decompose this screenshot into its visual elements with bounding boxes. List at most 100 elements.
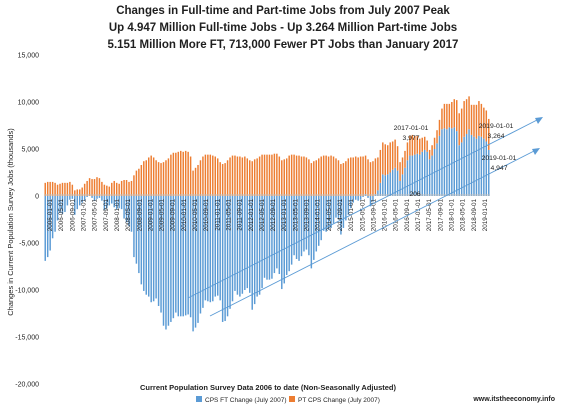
pt-bar [318, 158, 320, 196]
pt-bar [120, 180, 123, 196]
ft-bar [165, 196, 167, 330]
ft-bar [167, 196, 170, 326]
x-tick-label: 2014-05-01 [326, 199, 333, 232]
ft-bar [115, 196, 118, 210]
pt-bar [374, 158, 377, 195]
pt-bar [441, 108, 443, 130]
pt-bar [369, 162, 372, 196]
pt-bar [165, 160, 167, 196]
pt-bar [409, 135, 411, 156]
pt-bar [246, 158, 249, 196]
pt-bar [54, 182, 56, 196]
pt-bar [419, 138, 421, 155]
x-tick-label: 2008-09-01 [136, 199, 143, 232]
ft-bar [423, 149, 426, 196]
pt-bar [96, 177, 98, 196]
x-tick-label: 2012-01-01 [248, 199, 255, 232]
ft-bar [207, 196, 209, 302]
pt-bar [332, 156, 335, 196]
ft-bar [416, 153, 419, 196]
pt-bar [350, 157, 352, 196]
ft-bar [315, 196, 318, 252]
pt-bar [123, 180, 125, 196]
ft-bar [199, 196, 202, 314]
pt-bar [108, 186, 111, 196]
ft-bar [470, 134, 473, 196]
ft-bar [74, 196, 76, 215]
ft-bar [330, 196, 332, 228]
ft-bar [98, 196, 101, 198]
ft-bar [152, 196, 155, 302]
ft-bar [187, 196, 189, 315]
ft-bar [231, 196, 234, 302]
ft-bar [377, 190, 379, 196]
pt-bar [118, 183, 120, 196]
ft-bar [350, 196, 352, 209]
pt-bar [253, 159, 256, 196]
ft-bar [335, 196, 337, 218]
ft-bar [83, 196, 86, 201]
pt-bar [111, 182, 113, 196]
pt-bar [423, 136, 426, 150]
ft-bar [305, 196, 308, 250]
pt-bar [115, 182, 118, 196]
ft-bar [150, 196, 152, 303]
pt-bar [244, 156, 246, 196]
pt-bar [106, 185, 108, 196]
x-tick-label: 2009-01-01 [147, 199, 154, 232]
pt-bar [71, 184, 74, 196]
ft-bar [327, 196, 330, 230]
x-tick-label: 2010-01-01 [181, 199, 188, 232]
pt-bar [98, 178, 101, 196]
y-axis: 15,000 10,000 5,000 0 -5,000 -10,000 -15,000 -2… [15, 53, 39, 389]
pt-bar [325, 155, 327, 196]
pt-bar [342, 163, 345, 196]
legend-swatch-pt [289, 396, 295, 402]
x-tick-label: 2018-05-01 [460, 199, 467, 232]
pt-bar [61, 182, 64, 196]
ft-bar [426, 151, 428, 196]
ft-bar [285, 196, 288, 275]
ft-bar [396, 170, 399, 196]
pt-bar [194, 167, 197, 196]
pt-bar [330, 155, 332, 196]
pt-bar [91, 179, 93, 196]
ft-bar [322, 196, 325, 231]
ft-bar [160, 196, 162, 313]
ft-bar [239, 196, 241, 297]
pt-bar [421, 137, 423, 152]
ft-bar [155, 196, 157, 299]
ft-bar [66, 196, 69, 206]
pt-bar [224, 163, 226, 196]
pt-bar [364, 155, 367, 195]
chart-title: Changes in Full-time and Part-time Jobs … [108, 5, 459, 51]
pt-bar [428, 149, 431, 160]
ft-bar [61, 196, 64, 214]
pt-bar [273, 153, 276, 196]
ft-bar [300, 196, 303, 257]
pt-bar [140, 164, 143, 196]
ft-bar [145, 196, 147, 295]
pt-bar [391, 141, 394, 170]
x-tick-label: 2016-05-01 [393, 199, 400, 232]
pt-bar [212, 155, 214, 196]
pt-bar [455, 100, 458, 132]
x-tick-label: 2019-01-01 [482, 199, 489, 232]
pt-bar [480, 103, 483, 137]
pt-bar [308, 159, 310, 196]
ft-bar [184, 196, 187, 316]
pt-bar [133, 175, 135, 196]
pt-bar [394, 139, 396, 168]
ft-bar [310, 196, 313, 269]
pt-bar [401, 157, 404, 175]
ft-bar [234, 196, 236, 291]
ft-bar [76, 196, 79, 210]
ft-bar [170, 196, 172, 322]
ft-bar [438, 135, 441, 196]
ft-bar [455, 131, 458, 196]
ft-bar [453, 127, 456, 196]
ft-bar [118, 196, 120, 209]
pt-bar [460, 108, 463, 143]
ft-bar [216, 196, 219, 296]
pt-bar [152, 157, 155, 196]
